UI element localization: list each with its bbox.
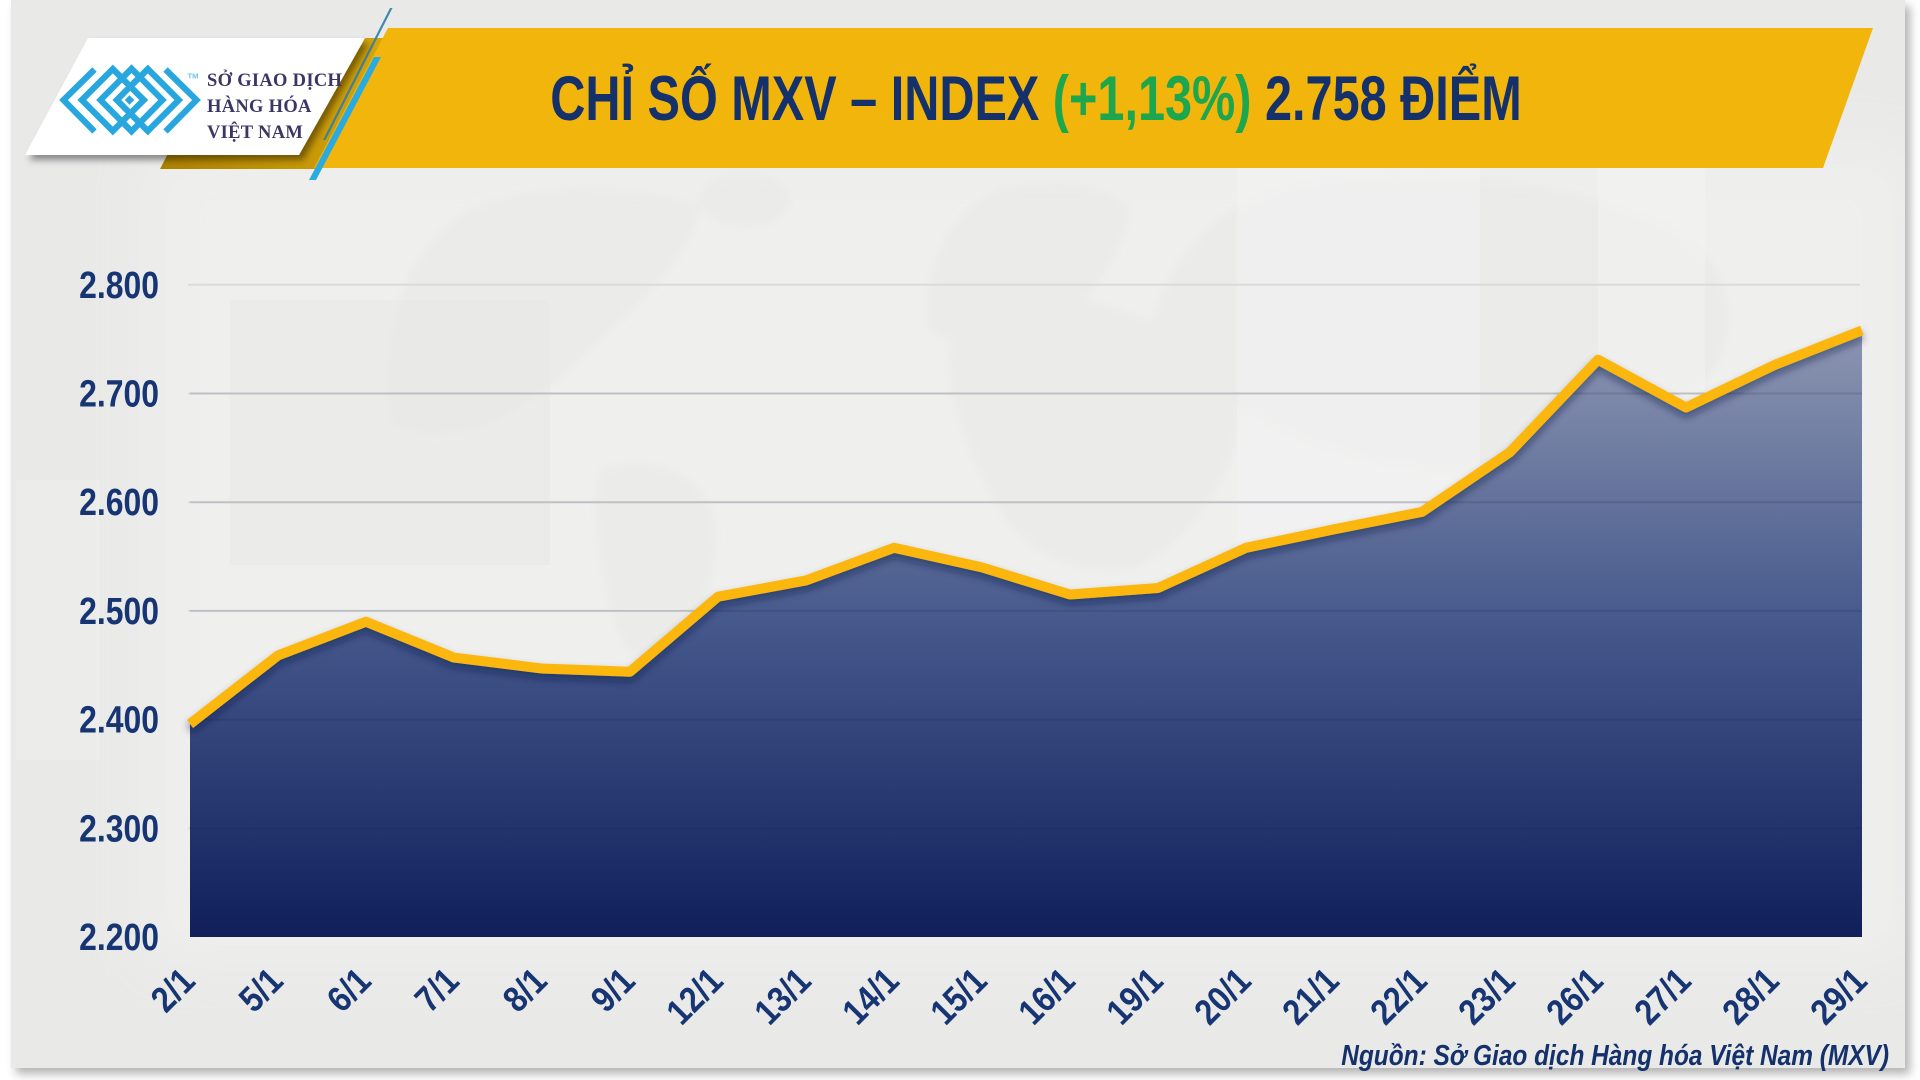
svg-text:29/1: 29/1	[1803, 960, 1875, 1032]
svg-text:27/1: 27/1	[1627, 960, 1699, 1032]
svg-text:2.300: 2.300	[79, 808, 159, 850]
svg-text:HÀNG HÓA: HÀNG HÓA	[207, 95, 312, 117]
svg-text:Nguồn: Sở Giao dịch Hàng hóa V: Nguồn: Sở Giao dịch Hàng hóa Việt Nam (M…	[1341, 1039, 1889, 1071]
svg-text:12/1: 12/1	[659, 960, 731, 1032]
svg-text:20/1: 20/1	[1187, 960, 1259, 1032]
svg-text:2.600: 2.600	[79, 482, 159, 524]
svg-text:7/1: 7/1	[407, 960, 467, 1020]
svg-text:2.800: 2.800	[79, 264, 159, 306]
svg-text:19/1: 19/1	[1099, 960, 1171, 1032]
svg-text:16/1: 16/1	[1011, 960, 1083, 1032]
svg-text:15/1: 15/1	[923, 960, 995, 1032]
svg-text:CHỈ SỐ MXV – INDEX (+1,13%) 2.: CHỈ SỐ MXV – INDEX (+1,13%) 2.758 ĐIỂM	[550, 63, 1521, 134]
svg-text:22/1: 22/1	[1363, 960, 1435, 1032]
svg-text:2.200: 2.200	[79, 916, 159, 958]
svg-text:2.700: 2.700	[79, 373, 159, 415]
svg-text:9/1: 9/1	[583, 960, 643, 1020]
svg-text:8/1: 8/1	[495, 960, 555, 1020]
svg-text:VIỆT NAM: VIỆT NAM	[207, 121, 303, 143]
svg-text:2.400: 2.400	[79, 699, 159, 741]
svg-text:28/1: 28/1	[1715, 960, 1787, 1032]
svg-text:14/1: 14/1	[835, 960, 907, 1032]
svg-text:23/1: 23/1	[1451, 960, 1523, 1032]
svg-text:2/1: 2/1	[143, 960, 203, 1020]
svg-text:21/1: 21/1	[1275, 960, 1347, 1032]
svg-text:5/1: 5/1	[231, 960, 291, 1020]
svg-text:TM: TM	[188, 72, 199, 81]
svg-text:13/1: 13/1	[747, 960, 819, 1032]
svg-text:SỞ GIAO DỊCH: SỞ GIAO DỊCH	[207, 69, 342, 91]
svg-text:2.500: 2.500	[79, 590, 159, 632]
svg-text:6/1: 6/1	[319, 960, 379, 1020]
svg-text:26/1: 26/1	[1539, 960, 1611, 1032]
